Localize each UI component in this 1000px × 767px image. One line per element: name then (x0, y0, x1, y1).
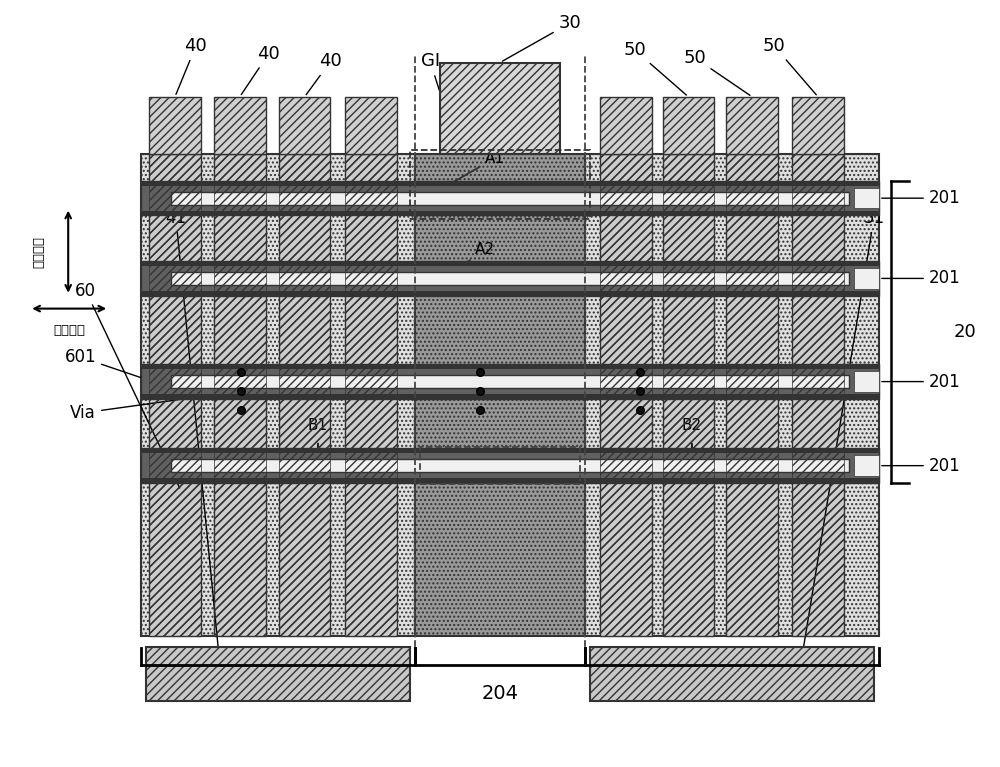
Bar (279, 97, 330, 154)
Bar (663, 154, 714, 636)
Bar (415, 154, 585, 636)
Bar (440, 63, 560, 154)
Text: 51: 51 (800, 209, 885, 671)
Bar (726, 154, 778, 636)
Bar (279, 154, 330, 636)
Bar (214, 97, 266, 154)
Text: 204: 204 (482, 684, 518, 703)
Bar (171, 375, 849, 388)
Bar (141, 449, 879, 453)
Text: 201: 201 (882, 373, 961, 390)
Bar (279, 154, 330, 636)
Text: 20: 20 (954, 323, 976, 341)
Bar (854, 268, 879, 288)
Text: 40: 40 (241, 44, 280, 94)
Bar (141, 394, 879, 399)
Text: 第一方向: 第一方向 (53, 324, 85, 337)
Text: B2: B2 (682, 418, 702, 433)
Bar (141, 364, 879, 369)
Bar (141, 449, 879, 483)
Bar (141, 211, 879, 216)
Text: 30: 30 (502, 14, 581, 61)
Text: 201: 201 (882, 269, 961, 288)
Bar (141, 154, 415, 636)
Bar (141, 181, 879, 186)
Bar (141, 291, 879, 295)
Text: 201: 201 (882, 189, 961, 207)
Text: Via: Via (70, 391, 237, 422)
Bar (171, 192, 849, 205)
Bar (410, 150, 590, 219)
Bar (345, 154, 397, 636)
Bar (141, 364, 879, 399)
Text: 40: 40 (306, 52, 342, 94)
Text: 202: 202 (260, 684, 297, 703)
Bar (171, 459, 849, 472)
Bar (585, 154, 879, 636)
Bar (345, 97, 397, 154)
Bar (792, 154, 844, 636)
Bar (726, 154, 778, 636)
Text: GI: GI (421, 52, 440, 91)
Bar (149, 154, 201, 636)
Text: 203: 203 (713, 684, 750, 703)
Text: 41: 41 (165, 209, 221, 671)
Bar (792, 154, 844, 636)
Bar (141, 479, 879, 483)
Bar (420, 447, 580, 485)
Bar (600, 154, 652, 636)
Bar (854, 371, 879, 392)
Bar (726, 97, 778, 154)
Text: 40: 40 (176, 37, 207, 94)
Text: 第二方向: 第二方向 (33, 236, 46, 268)
Text: B1: B1 (308, 418, 328, 433)
Text: 60: 60 (75, 281, 180, 488)
Bar (214, 154, 266, 636)
Bar (214, 154, 266, 636)
Bar (171, 272, 849, 285)
Bar (600, 97, 652, 154)
Text: A2: A2 (439, 242, 495, 281)
Bar (600, 154, 652, 636)
Text: 201: 201 (882, 456, 961, 475)
Bar (141, 181, 879, 216)
Bar (149, 154, 201, 636)
Bar (663, 97, 714, 154)
Text: 601: 601 (64, 348, 178, 390)
Bar (146, 647, 410, 700)
Bar (590, 647, 874, 700)
Bar (345, 154, 397, 636)
Text: 50: 50 (763, 37, 816, 95)
Text: A1: A1 (439, 150, 505, 190)
Bar (792, 97, 844, 154)
Bar (141, 262, 879, 295)
Text: 50: 50 (623, 41, 686, 95)
Bar (149, 97, 201, 154)
Text: 50: 50 (683, 48, 750, 95)
Bar (141, 262, 879, 266)
Bar (854, 456, 879, 476)
Bar (854, 188, 879, 209)
Bar (663, 154, 714, 636)
